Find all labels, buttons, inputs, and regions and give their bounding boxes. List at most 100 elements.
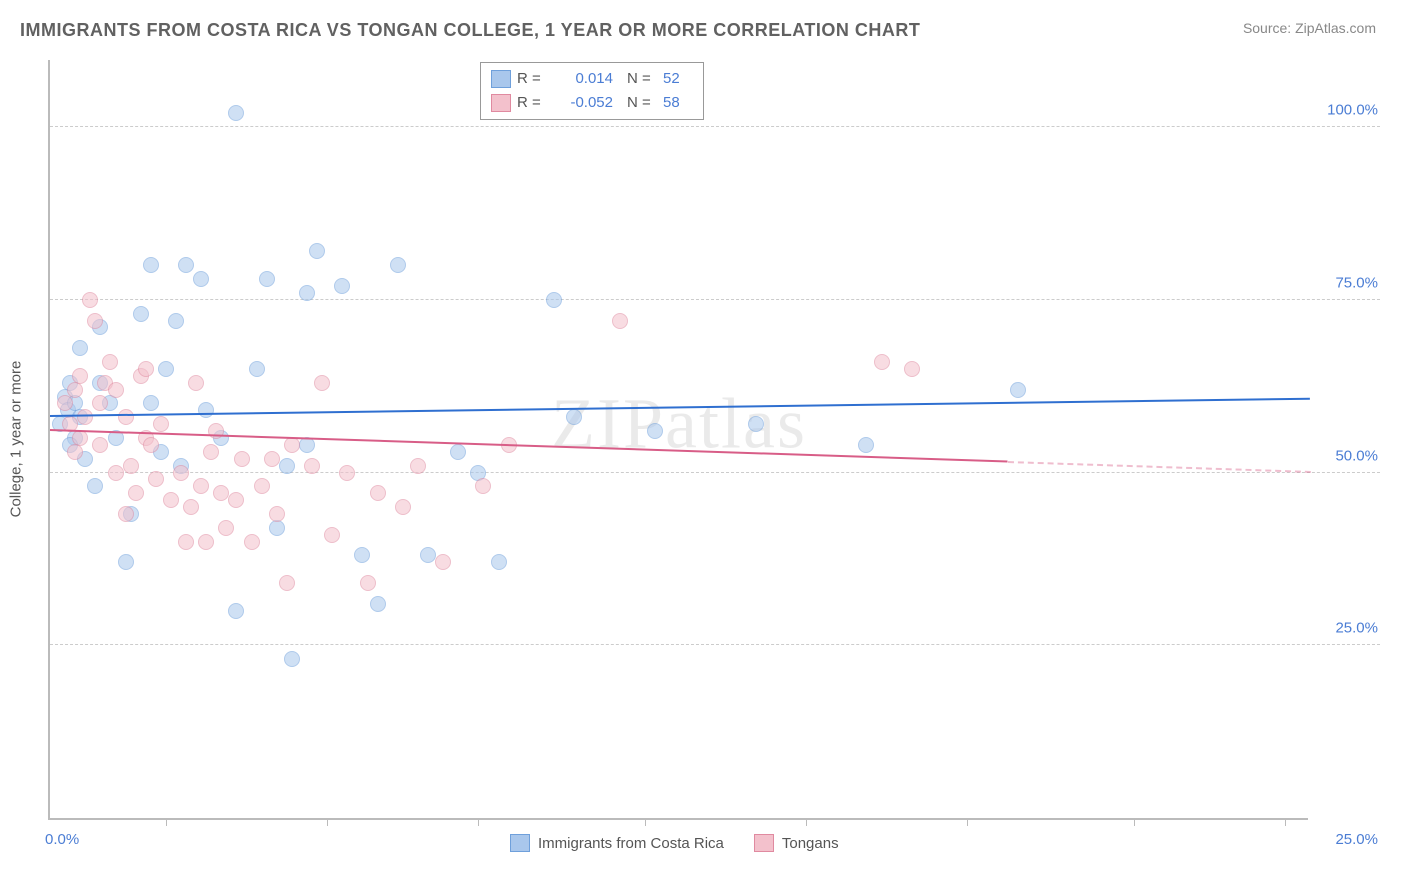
data-point-costa_rica bbox=[72, 340, 88, 356]
data-point-tongans bbox=[77, 409, 93, 425]
data-point-tongans bbox=[904, 361, 920, 377]
data-point-costa_rica bbox=[334, 278, 350, 294]
r-label: R = bbox=[517, 67, 547, 91]
legend-label-costa-rica: Immigrants from Costa Rica bbox=[538, 835, 724, 852]
legend-item-tongans: Tongans bbox=[754, 834, 839, 852]
data-point-costa_rica bbox=[259, 271, 275, 287]
data-point-tongans bbox=[118, 409, 134, 425]
data-point-tongans bbox=[178, 534, 194, 550]
data-point-tongans bbox=[183, 499, 199, 515]
data-point-costa_rica bbox=[420, 547, 436, 563]
data-point-tongans bbox=[198, 534, 214, 550]
data-point-costa_rica bbox=[450, 444, 466, 460]
data-point-tongans bbox=[254, 478, 270, 494]
data-point-costa_rica bbox=[228, 105, 244, 121]
data-point-tongans bbox=[218, 520, 234, 536]
data-point-tongans bbox=[435, 554, 451, 570]
data-point-costa_rica bbox=[566, 409, 582, 425]
x-tick bbox=[806, 818, 807, 826]
data-point-costa_rica bbox=[309, 243, 325, 259]
n-value-costa-rica: 52 bbox=[663, 67, 693, 91]
data-point-tongans bbox=[193, 478, 209, 494]
x-tick bbox=[478, 818, 479, 826]
data-point-tongans bbox=[87, 313, 103, 329]
data-point-tongans bbox=[67, 382, 83, 398]
x-tick bbox=[1134, 818, 1135, 826]
r-value-tongans: -0.052 bbox=[553, 91, 613, 115]
data-point-costa_rica bbox=[284, 651, 300, 667]
n-label: N = bbox=[627, 91, 657, 115]
data-point-costa_rica bbox=[178, 257, 194, 273]
gridline bbox=[50, 644, 1380, 645]
x-tick bbox=[166, 818, 167, 826]
data-point-tongans bbox=[410, 458, 426, 474]
legend-row-tongans: R = -0.052 N = 58 bbox=[491, 91, 693, 115]
data-point-tongans bbox=[92, 437, 108, 453]
data-point-tongans bbox=[57, 395, 73, 411]
gridline bbox=[50, 299, 1380, 300]
data-point-tongans bbox=[173, 465, 189, 481]
data-point-tongans bbox=[874, 354, 890, 370]
legend-series-box: Immigrants from Costa Rica Tongans bbox=[510, 834, 839, 852]
data-point-costa_rica bbox=[491, 554, 507, 570]
data-point-tongans bbox=[234, 451, 250, 467]
data-point-tongans bbox=[612, 313, 628, 329]
data-point-tongans bbox=[264, 451, 280, 467]
data-point-tongans bbox=[284, 437, 300, 453]
data-point-costa_rica bbox=[390, 257, 406, 273]
gridline bbox=[50, 472, 1380, 473]
data-point-costa_rica bbox=[193, 271, 209, 287]
legend-stats-box: R = 0.014 N = 52 R = -0.052 N = 58 bbox=[480, 62, 704, 120]
data-point-costa_rica bbox=[158, 361, 174, 377]
data-point-costa_rica bbox=[647, 423, 663, 439]
data-point-tongans bbox=[395, 499, 411, 515]
data-point-tongans bbox=[360, 575, 376, 591]
data-point-costa_rica bbox=[299, 285, 315, 301]
r-label: R = bbox=[517, 91, 547, 115]
swatch-costa-rica-icon bbox=[491, 70, 511, 88]
data-point-costa_rica bbox=[858, 437, 874, 453]
data-point-tongans bbox=[475, 478, 491, 494]
data-point-tongans bbox=[279, 575, 295, 591]
data-point-tongans bbox=[128, 485, 144, 501]
swatch-tongans-icon bbox=[754, 834, 774, 852]
data-point-costa_rica bbox=[1010, 382, 1026, 398]
data-point-tongans bbox=[188, 375, 204, 391]
data-point-costa_rica bbox=[279, 458, 295, 474]
data-point-tongans bbox=[304, 458, 320, 474]
data-point-tongans bbox=[102, 354, 118, 370]
y-tick-label: 100.0% bbox=[1318, 102, 1378, 119]
x-axis-label-min: 0.0% bbox=[45, 831, 79, 848]
data-point-costa_rica bbox=[370, 596, 386, 612]
source-label: Source: ZipAtlas.com bbox=[1243, 20, 1376, 36]
x-tick bbox=[327, 818, 328, 826]
data-point-tongans bbox=[370, 485, 386, 501]
data-point-tongans bbox=[92, 395, 108, 411]
data-point-costa_rica bbox=[143, 395, 159, 411]
x-tick bbox=[1285, 818, 1286, 826]
data-point-tongans bbox=[108, 465, 124, 481]
data-point-costa_rica bbox=[168, 313, 184, 329]
data-point-tongans bbox=[123, 458, 139, 474]
x-tick bbox=[967, 818, 968, 826]
data-point-tongans bbox=[228, 492, 244, 508]
legend-item-costa-rica: Immigrants from Costa Rica bbox=[510, 834, 724, 852]
trend-line-costa_rica bbox=[50, 398, 1310, 417]
data-point-tongans bbox=[339, 465, 355, 481]
data-point-costa_rica bbox=[118, 554, 134, 570]
y-tick-label: 75.0% bbox=[1318, 274, 1378, 291]
data-point-costa_rica bbox=[228, 603, 244, 619]
data-point-tongans bbox=[213, 485, 229, 501]
x-tick bbox=[645, 818, 646, 826]
y-axis-title: College, 1 year or more bbox=[8, 361, 25, 518]
data-point-tongans bbox=[82, 292, 98, 308]
data-point-costa_rica bbox=[269, 520, 285, 536]
data-point-tongans bbox=[72, 368, 88, 384]
data-point-tongans bbox=[203, 444, 219, 460]
data-point-tongans bbox=[67, 444, 83, 460]
data-point-tongans bbox=[269, 506, 285, 522]
legend-row-costa-rica: R = 0.014 N = 52 bbox=[491, 67, 693, 91]
data-point-costa_rica bbox=[748, 416, 764, 432]
data-point-costa_rica bbox=[249, 361, 265, 377]
data-point-tongans bbox=[108, 382, 124, 398]
